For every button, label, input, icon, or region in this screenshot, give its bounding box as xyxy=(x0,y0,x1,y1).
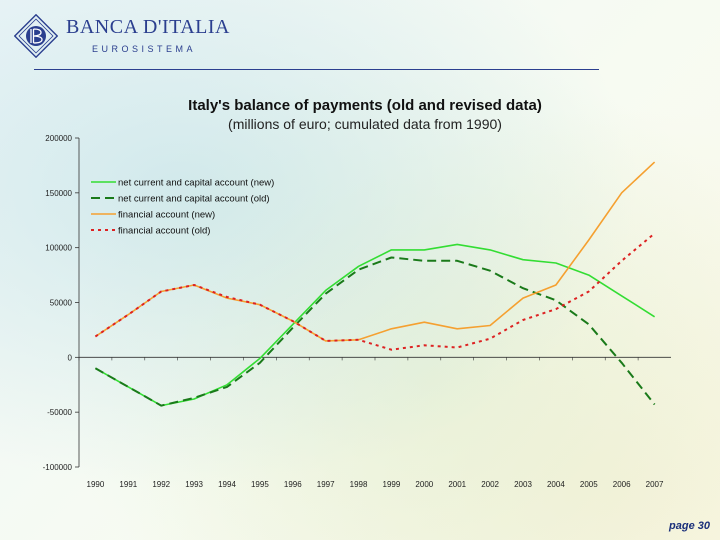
x-tick-label: 1995 xyxy=(251,480,269,489)
y-tick-label: -100000 xyxy=(43,463,73,472)
x-tick-label: 2000 xyxy=(415,480,433,489)
legend-label-1: net current and capital account (new) xyxy=(118,178,274,189)
bank-logo: BANCA D'ITALIA EUROSISTEMA xyxy=(13,13,230,64)
chart-title: Italy's balance of payments (old and rev… xyxy=(188,97,542,114)
x-tick-label: 2004 xyxy=(547,480,565,489)
series-line-3 xyxy=(94,161,656,342)
x-tick-label: 1997 xyxy=(317,480,335,489)
y-tick-label: 200000 xyxy=(45,134,72,143)
y-tick-label: 150000 xyxy=(45,189,72,198)
x-tick-label: 2006 xyxy=(613,480,631,489)
page-number: page 30 xyxy=(669,520,710,532)
x-tick-label: 2005 xyxy=(580,480,598,489)
x-tick-label: 1993 xyxy=(185,480,203,489)
x-tick-label: 2002 xyxy=(481,480,499,489)
bank-name: BANCA D'ITALIA xyxy=(66,16,230,38)
x-tick-label: 1990 xyxy=(87,480,105,489)
legend-label-3: financial account (new) xyxy=(118,210,215,221)
y-tick-label: 50000 xyxy=(50,299,73,308)
y-tick-label: 100000 xyxy=(45,244,72,253)
x-tick-label: 2003 xyxy=(514,480,532,489)
x-tick-label: 1996 xyxy=(284,480,302,489)
x-tick-label: 1994 xyxy=(218,480,236,489)
legend-label-2: net current and capital account (old) xyxy=(118,194,270,205)
x-tick-label: 1992 xyxy=(152,480,170,489)
series-line-2 xyxy=(94,256,656,407)
bank-emblem-icon xyxy=(13,13,59,59)
x-tick-label: 2007 xyxy=(646,480,664,489)
series-line-4 xyxy=(94,232,656,351)
x-tick-label: 2001 xyxy=(448,480,466,489)
x-tick-label: 1998 xyxy=(350,480,368,489)
y-tick-label: 0 xyxy=(68,353,73,362)
legend-label-4: financial account (old) xyxy=(118,226,210,237)
chart-subtitle: (millions of euro; cumulated data from 1… xyxy=(228,116,502,132)
series-line-1 xyxy=(95,243,656,407)
x-tick-label: 1999 xyxy=(383,480,401,489)
x-tick-label: 1991 xyxy=(119,480,137,489)
header-divider xyxy=(34,69,599,70)
y-tick-label: -50000 xyxy=(47,408,72,417)
bank-subtitle: EUROSISTEMA xyxy=(92,44,197,54)
